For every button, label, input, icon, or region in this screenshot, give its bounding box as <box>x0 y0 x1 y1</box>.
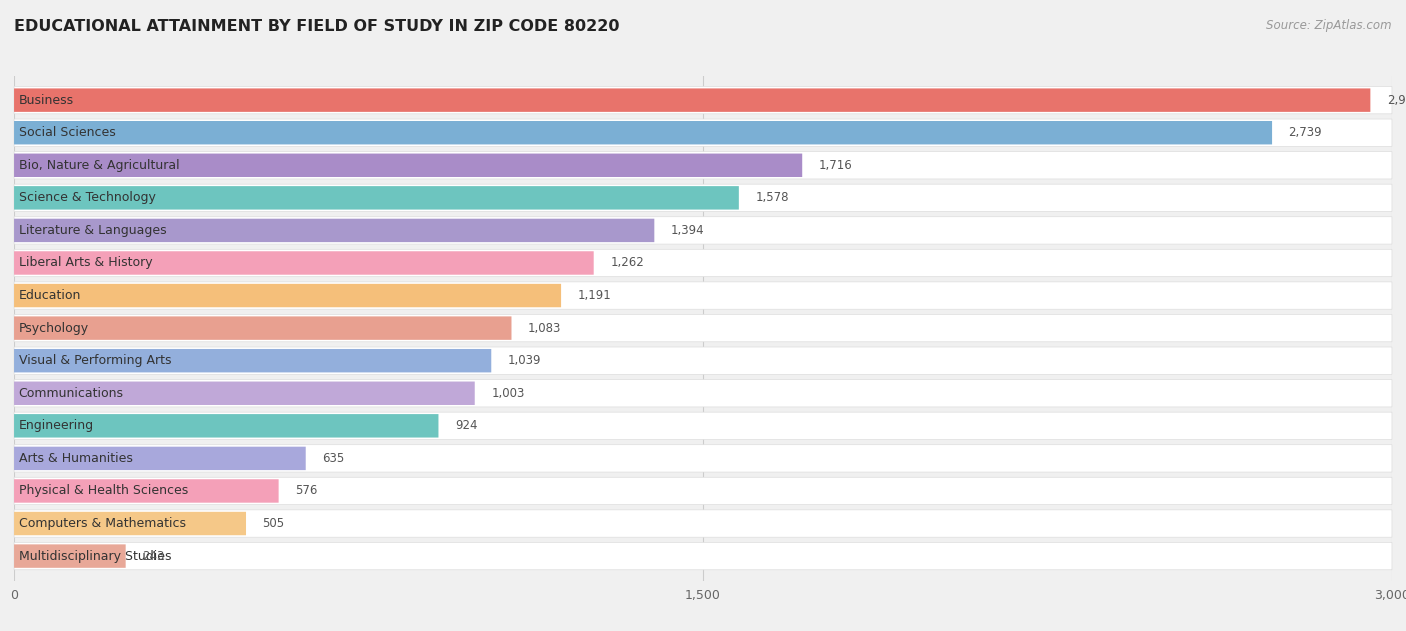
FancyBboxPatch shape <box>14 479 278 503</box>
Text: 1,716: 1,716 <box>818 159 852 172</box>
FancyBboxPatch shape <box>14 153 803 177</box>
Text: Visual & Performing Arts: Visual & Performing Arts <box>18 354 172 367</box>
Text: Psychology: Psychology <box>18 322 89 334</box>
Text: Arts & Humanities: Arts & Humanities <box>18 452 132 465</box>
Text: Computers & Mathematics: Computers & Mathematics <box>18 517 186 530</box>
Text: 1,083: 1,083 <box>529 322 561 334</box>
FancyBboxPatch shape <box>14 349 491 372</box>
FancyBboxPatch shape <box>14 249 1392 276</box>
FancyBboxPatch shape <box>14 380 1392 407</box>
FancyBboxPatch shape <box>14 510 1392 537</box>
FancyBboxPatch shape <box>14 151 1392 179</box>
Text: Science & Technology: Science & Technology <box>18 191 156 204</box>
Text: Liberal Arts & History: Liberal Arts & History <box>18 256 152 269</box>
Text: EDUCATIONAL ATTAINMENT BY FIELD OF STUDY IN ZIP CODE 80220: EDUCATIONAL ATTAINMENT BY FIELD OF STUDY… <box>14 19 620 34</box>
Text: 576: 576 <box>295 485 318 497</box>
FancyBboxPatch shape <box>14 284 561 307</box>
Text: Education: Education <box>18 289 82 302</box>
FancyBboxPatch shape <box>14 414 439 437</box>
FancyBboxPatch shape <box>14 88 1371 112</box>
FancyBboxPatch shape <box>14 282 1392 309</box>
FancyBboxPatch shape <box>14 119 1392 146</box>
FancyBboxPatch shape <box>14 412 1392 440</box>
FancyBboxPatch shape <box>14 184 1392 211</box>
Text: 1,394: 1,394 <box>671 224 704 237</box>
FancyBboxPatch shape <box>14 543 1392 570</box>
Text: 1,262: 1,262 <box>610 256 644 269</box>
Text: 243: 243 <box>142 550 165 563</box>
FancyBboxPatch shape <box>14 216 1392 244</box>
FancyBboxPatch shape <box>14 447 305 470</box>
FancyBboxPatch shape <box>14 186 738 209</box>
Text: 2,739: 2,739 <box>1288 126 1322 139</box>
Text: 924: 924 <box>456 420 478 432</box>
FancyBboxPatch shape <box>14 219 654 242</box>
Text: Bio, Nature & Agricultural: Bio, Nature & Agricultural <box>18 159 180 172</box>
Text: Social Sciences: Social Sciences <box>18 126 115 139</box>
FancyBboxPatch shape <box>14 314 1392 342</box>
Text: 1,191: 1,191 <box>578 289 612 302</box>
FancyBboxPatch shape <box>14 382 475 405</box>
Text: 1,578: 1,578 <box>755 191 789 204</box>
Text: 505: 505 <box>263 517 284 530</box>
Text: 1,003: 1,003 <box>491 387 524 400</box>
Text: 2,953: 2,953 <box>1386 93 1406 107</box>
Text: Communications: Communications <box>18 387 124 400</box>
Text: Physical & Health Sciences: Physical & Health Sciences <box>18 485 188 497</box>
Text: Literature & Languages: Literature & Languages <box>18 224 166 237</box>
Text: 1,039: 1,039 <box>508 354 541 367</box>
Text: Multidisciplinary Studies: Multidisciplinary Studies <box>18 550 172 563</box>
FancyBboxPatch shape <box>14 477 1392 505</box>
FancyBboxPatch shape <box>14 512 246 535</box>
FancyBboxPatch shape <box>14 445 1392 472</box>
Text: Engineering: Engineering <box>18 420 94 432</box>
FancyBboxPatch shape <box>14 121 1272 144</box>
Text: Source: ZipAtlas.com: Source: ZipAtlas.com <box>1267 19 1392 32</box>
FancyBboxPatch shape <box>14 316 512 340</box>
Text: Business: Business <box>18 93 73 107</box>
FancyBboxPatch shape <box>14 545 125 568</box>
FancyBboxPatch shape <box>14 347 1392 374</box>
FancyBboxPatch shape <box>14 86 1392 114</box>
Text: 635: 635 <box>322 452 344 465</box>
FancyBboxPatch shape <box>14 251 593 274</box>
